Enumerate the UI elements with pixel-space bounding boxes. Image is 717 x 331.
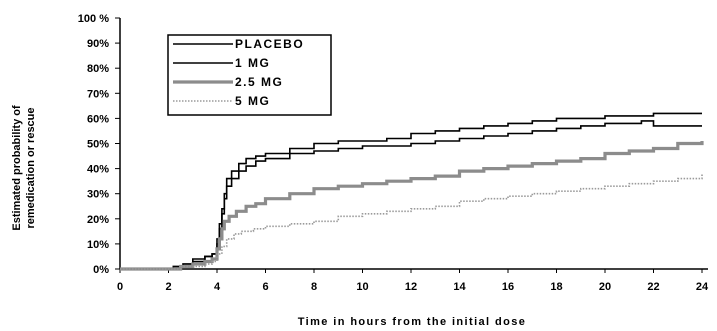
y-tick-label: 40% xyxy=(87,164,109,176)
x-tick-label: 18 xyxy=(550,281,562,293)
y-axis-title: Estimated probability of remedication or… xyxy=(11,105,37,231)
x-tick-label: 20 xyxy=(599,281,611,293)
legend-label: 5 MG xyxy=(235,94,270,108)
plot-area: 0 2 4 6 8 10 12 14 16 18 20 22 24 0%10%20%30%40%50%6… xyxy=(78,13,709,293)
x-tick-label: 16 xyxy=(502,281,514,293)
y-axis-title-line-2: remedication or rescue xyxy=(25,107,37,228)
y-axis-ticks: 0% 10% 20% 30% 40% 50% 60% 70% 80% 90% 100 % xyxy=(78,13,120,276)
legend-entry-5-mg: 5 MG xyxy=(173,94,270,108)
legend-entry-1-mg: 1 MG xyxy=(173,56,270,70)
series-line-2-5-mg xyxy=(120,141,704,271)
x-tick-label: 22 xyxy=(647,281,659,293)
x-tick-label: 2 xyxy=(165,281,171,293)
y-tick-label: 0% xyxy=(93,264,109,276)
y-tick-label: 60% xyxy=(87,113,109,125)
x-tick-label: 6 xyxy=(262,281,268,293)
x-axis-title: Time in hours from the initial dose xyxy=(298,316,527,328)
x-axis-ticks: 0 2 4 6 8 10 12 14 16 18 20 22 24 xyxy=(117,269,709,293)
x-tick-label: 10 xyxy=(356,281,368,293)
x-tick-label: 14 xyxy=(453,281,466,293)
y-tick-label: 10% xyxy=(87,239,109,251)
x-tick-label: 24 xyxy=(696,281,709,293)
y-tick-label: 30% xyxy=(87,189,109,201)
y-axis-title-line-1: Estimated probability of xyxy=(11,105,23,231)
legend-entry-placebo: PLACEBO xyxy=(173,37,304,51)
x-tick-label: 0 xyxy=(117,281,123,293)
series-line-5-mg xyxy=(120,173,703,270)
series-layer xyxy=(120,112,704,271)
legend-entry-2-5-mg: 2.5 MG xyxy=(173,75,283,89)
series-line-placebo xyxy=(120,112,702,270)
y-tick-label: 50% xyxy=(87,139,109,151)
x-tick-label: 8 xyxy=(311,281,317,293)
x-tick-label: 12 xyxy=(405,281,417,293)
y-tick-label: 90% xyxy=(87,38,109,50)
legend-label: 1 MG xyxy=(235,56,270,70)
y-tick-label: 20% xyxy=(87,214,109,226)
legend-items: PLACEBO 1 MG 2.5 MG 5 MG xyxy=(173,37,304,108)
x-tick-label: 4 xyxy=(214,281,221,293)
y-tick-label: 100 % xyxy=(78,13,109,25)
y-tick-label: 80% xyxy=(87,63,109,75)
legend: PLACEBO 1 MG 2.5 MG 5 MG xyxy=(167,34,332,116)
series-line-1-mg xyxy=(120,120,702,270)
legend-label: PLACEBO xyxy=(235,37,304,51)
y-tick-label: 70% xyxy=(87,88,109,100)
legend-label: 2.5 MG xyxy=(235,75,283,89)
